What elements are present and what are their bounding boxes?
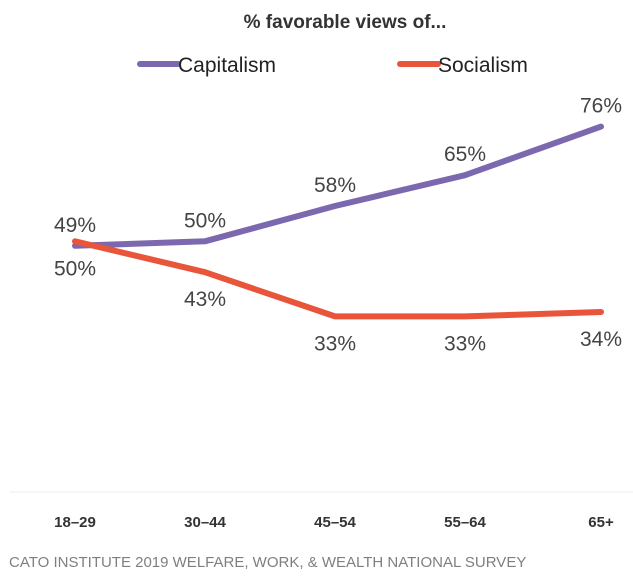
data-label-capitalism-4: 76% bbox=[580, 95, 622, 118]
data-label-socialism-1: 43% bbox=[184, 288, 226, 311]
legend: Capitalism Socialism bbox=[137, 54, 528, 77]
legend-label-socialism: Socialism bbox=[438, 54, 528, 77]
x-tick-label-0: 18–29 bbox=[54, 514, 96, 531]
data-label-capitalism-2: 58% bbox=[314, 174, 356, 197]
x-axis-ticks: 18–29 30–44 45–54 55–64 65+ bbox=[54, 514, 614, 531]
series-line-socialism bbox=[72, 238, 604, 320]
data-label-socialism-4: 34% bbox=[580, 328, 622, 351]
x-tick-label-4: 65+ bbox=[588, 514, 614, 531]
series-line-capitalism bbox=[72, 123, 604, 249]
plot-area: 49% 50% 58% 65% 76% 50% 43% 33% 33% 34% bbox=[54, 95, 622, 356]
chart-title: % favorable views of... bbox=[244, 12, 447, 33]
x-tick-label-1: 30–44 bbox=[184, 514, 226, 531]
source-note: CATO INSTITUTE 2019 WELFARE, WORK, & WEA… bbox=[9, 554, 526, 571]
data-label-capitalism-0: 49% bbox=[54, 214, 96, 237]
legend-label-capitalism: Capitalism bbox=[178, 54, 276, 77]
data-label-capitalism-1: 50% bbox=[184, 209, 226, 232]
data-label-socialism-2: 33% bbox=[314, 332, 356, 355]
x-tick-label-3: 55–64 bbox=[444, 514, 486, 531]
data-label-socialism-3: 33% bbox=[444, 332, 486, 355]
x-tick-label-2: 45–54 bbox=[314, 514, 356, 531]
data-label-capitalism-3: 65% bbox=[444, 143, 486, 166]
data-label-socialism-0: 50% bbox=[54, 257, 96, 280]
